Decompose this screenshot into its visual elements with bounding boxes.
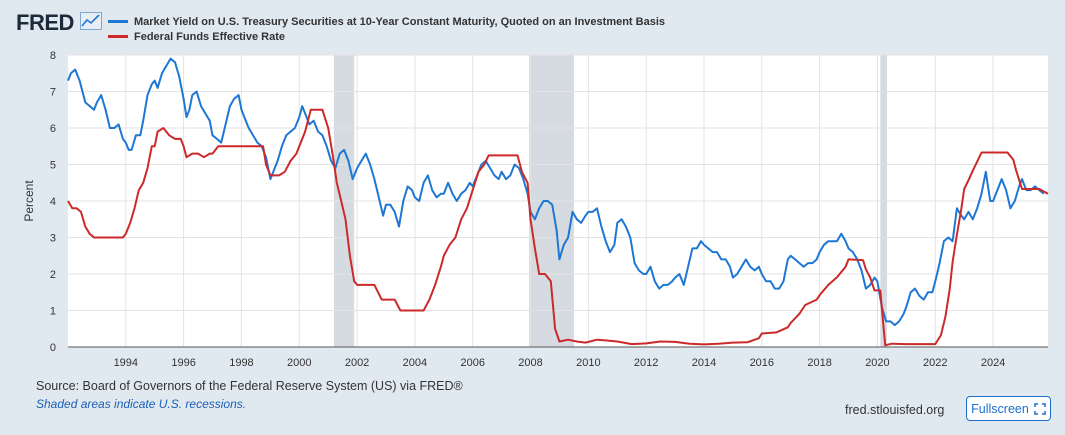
legend-item-fedfunds[interactable]: Federal Funds Effective Rate — [108, 29, 665, 44]
chart-plot[interactable]: 0 1 2 3 4 5 6 7 8 1994 1996 1998 2000 2002 2004 2006 200… — [0, 0, 1065, 370]
legend: Market Yield on U.S. Treasury Securities… — [108, 14, 665, 44]
y-tick-label: 0 — [50, 342, 56, 354]
fred-logo[interactable]: FRED — [16, 10, 74, 35]
x-tick-label: 2012 — [634, 357, 658, 369]
y-tick-label: 5 — [50, 160, 56, 172]
y-tick-label: 7 — [50, 87, 56, 99]
x-tick-label: 1994 — [114, 357, 138, 369]
expand-icon — [1034, 402, 1046, 415]
x-tick-label: 2022 — [923, 357, 947, 369]
y-axis-label: Percent — [22, 180, 36, 222]
recession-note: Shaded areas indicate U.S. recessions. — [36, 397, 247, 411]
fullscreen-label: Fullscreen — [971, 401, 1029, 416]
y-tick-label: 8 — [50, 50, 56, 62]
legend-swatch-fedfunds — [108, 35, 128, 38]
x-tick-label: 2014 — [692, 357, 716, 369]
legend-label-10y: Market Yield on U.S. Treasury Securities… — [134, 15, 666, 28]
x-tick-label: 1998 — [229, 357, 253, 369]
x-tick-label: 2018 — [807, 357, 831, 369]
y-tick-label: 1 — [50, 306, 56, 318]
y-tick-label: 3 — [50, 233, 56, 245]
line-chart-icon — [80, 12, 102, 30]
x-tick-label: 2010 — [576, 357, 600, 369]
fullscreen-button[interactable]: Fullscreen — [966, 396, 1051, 421]
y-tick-label: 6 — [50, 123, 56, 135]
legend-label-fedfunds: Federal Funds Effective Rate — [134, 30, 285, 43]
x-tick-label: 2000 — [287, 357, 311, 369]
source-text: Source: Board of Governors of the Federa… — [36, 379, 463, 393]
x-tick-label: 2006 — [460, 357, 484, 369]
x-tick-label: 2020 — [865, 357, 889, 369]
x-tick-label: 1996 — [171, 357, 195, 369]
legend-swatch-10y — [108, 20, 128, 23]
site-url[interactable]: fred.stlouisfed.org — [845, 403, 945, 417]
x-tick-label: 2004 — [403, 357, 427, 369]
x-tick-label: 2008 — [518, 357, 542, 369]
y-tick-label: 4 — [50, 196, 56, 208]
y-tick-label: 2 — [50, 269, 56, 281]
series-line-fedfunds[interactable] — [67, 108, 1049, 347]
x-tick-label: 2002 — [345, 357, 369, 369]
x-tick-label: 2016 — [750, 357, 774, 369]
legend-item-10y[interactable]: Market Yield on U.S. Treasury Securities… — [108, 14, 665, 29]
x-tick-label: 2024 — [981, 357, 1005, 369]
